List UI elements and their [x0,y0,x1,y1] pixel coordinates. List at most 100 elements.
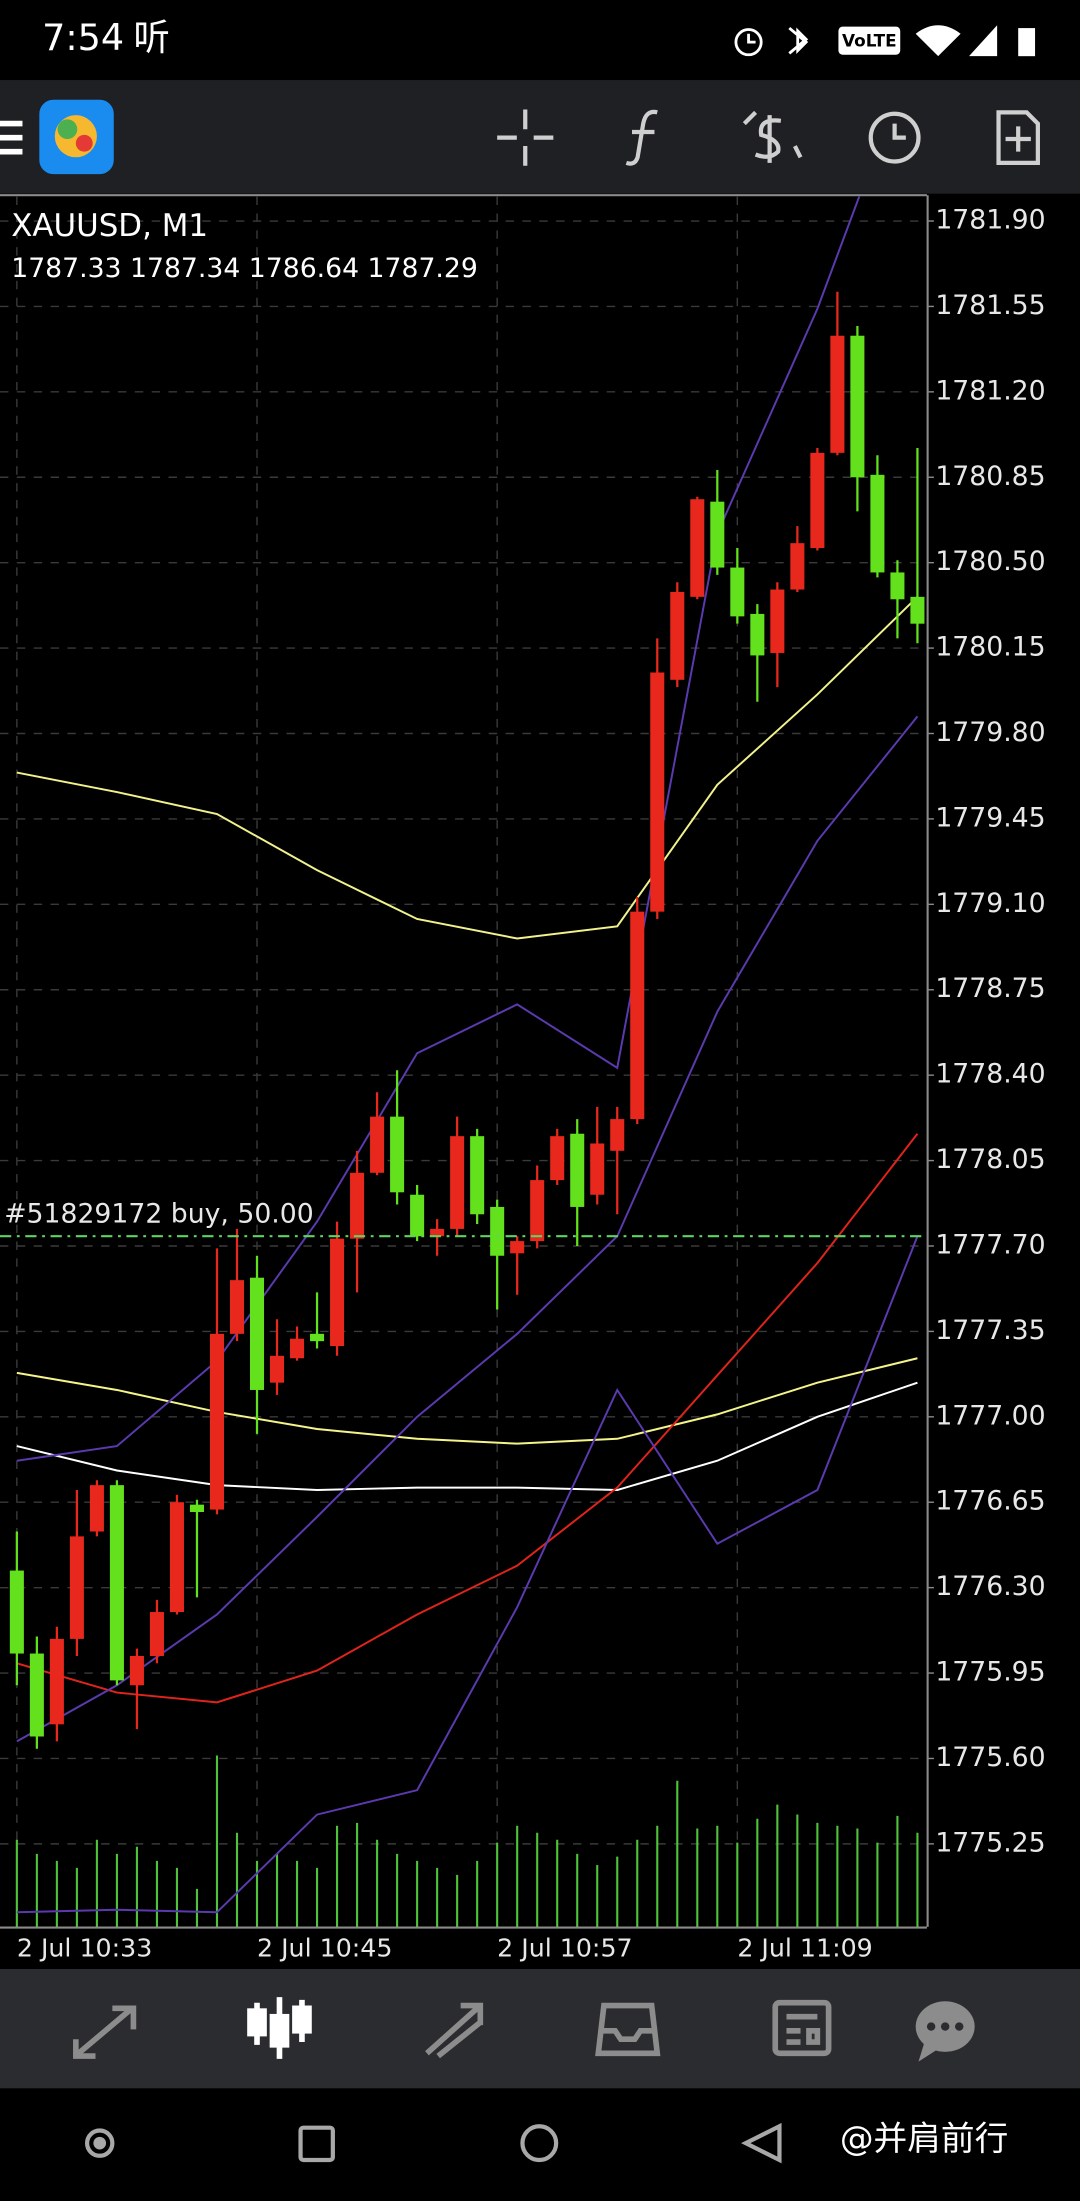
candle-body [750,613,765,656]
candle-body [690,499,705,597]
y-tick-label: 1779.10 [935,888,1045,919]
indicator-line [16,1381,918,1492]
status-text: 听 [133,16,170,59]
candle-body [430,1228,445,1237]
candle-body [710,501,725,568]
candle-body [590,1143,605,1195]
y-tick-label: 1779.80 [935,717,1045,748]
candle-body [610,1119,625,1151]
candle-body [410,1194,425,1237]
y-tick-label: 1781.55 [935,290,1045,321]
candle-body [490,1206,505,1256]
y-tick-label: 1777.00 [935,1400,1045,1431]
volte: VoLTE [842,30,897,50]
crosshair-tool[interactable] [497,109,554,166]
candle-body [310,1333,325,1342]
status-icons [734,25,1036,57]
candle-body [730,567,745,617]
y-tick-label: 1778.40 [935,1059,1045,1090]
axes: 1781.90 1781.55 1781.20 1780.85 1780.50 1780.… [4,205,1045,1963]
y-tick-label: 1780.15 [935,632,1045,663]
candle-body [109,1485,124,1681]
nav-assist[interactable] [84,2128,115,2158]
trade-tab[interactable] [425,2002,484,2059]
candle-body [89,1485,104,1532]
y-tick-label: 1780.50 [935,546,1045,577]
candle-body [810,452,825,549]
history-tab[interactable] [595,2002,661,2057]
candle-body [390,1116,405,1193]
candle-body [570,1133,585,1207]
candle-body [330,1238,345,1347]
chart-title: XAUUSD, M1 [11,208,208,244]
candle-body [770,589,785,653]
indicators-tool[interactable] [625,109,658,166]
chat-tab[interactable] [915,2001,975,2062]
y-tick-label: 1779.45 [935,802,1045,833]
plot [0,196,927,1927]
candle-body [450,1136,465,1229]
x-tick-label: 2 Jul 11:09 [737,1933,872,1962]
candle-body [189,1504,204,1512]
candle-body [870,474,885,573]
nav-back[interactable] [741,2122,782,2164]
indicator-line [16,1133,919,1704]
candle-body [470,1136,485,1215]
candle-body [29,1653,44,1737]
y-tick-label: 1776.30 [935,1571,1045,1602]
y-tick-label: 1781.20 [935,375,1045,406]
y-tick-label: 1780.85 [935,461,1045,492]
menu-button[interactable] [0,120,23,155]
candle-body [290,1338,305,1359]
y-tick-label: 1775.25 [935,1827,1045,1858]
candle-body [270,1355,285,1383]
watermark: @并肩前行 [840,2119,1008,2158]
y-tick-label: 1778.05 [935,1144,1045,1175]
candle-body [129,1655,144,1686]
news-tab[interactable] [772,1999,832,2057]
candle-body [510,1241,525,1254]
candle-body [9,1570,24,1654]
quotes-tab[interactable] [73,2005,137,2059]
candle-body [49,1638,64,1725]
candle-body [890,572,905,600]
candle-body [229,1280,245,1334]
candle-body [169,1502,184,1613]
candle-body [850,335,865,478]
chart-subtitle: 1787.33 1787.34 1786.64 1787.29 [11,253,478,284]
candle-body [910,596,925,624]
y-tick-label: 1775.95 [935,1657,1045,1688]
indicator-line [16,596,919,940]
x-tick-label: 2 Jul 10:33 [17,1933,152,1962]
new-order-tool[interactable] [996,110,1040,166]
x-tick-label: 2 Jul 10:45 [257,1933,392,1962]
order-label: #51829172 buy, 50.00 [4,1199,314,1230]
y-tick-label: 1777.35 [935,1315,1045,1346]
candle-body [550,1136,565,1181]
indicator-line [16,1235,919,1914]
y-tick-label: 1775.60 [935,1742,1045,1773]
chart-tab[interactable] [247,1997,312,2059]
candle-body [69,1536,84,1639]
y-tick-label: 1776.65 [935,1486,1045,1517]
candle-body [209,1333,225,1510]
app-icon[interactable] [39,99,114,175]
y-tick-label: 1781.90 [935,205,1045,236]
candle-body [530,1180,545,1242]
candle-body [149,1612,164,1656]
nav-recents[interactable] [298,2125,335,2163]
y-tick-label: 1778.75 [935,973,1045,1004]
candle-body [650,672,665,912]
candle-body [370,1116,385,1173]
candle-body [670,591,685,680]
x-tick-label: 2 Jul 10:57 [497,1933,632,1962]
trade-tool[interactable] [742,110,803,163]
tab-bar [0,1968,1080,2089]
candle-body [630,911,645,1120]
y-tick-label: 1777.70 [935,1229,1045,1260]
nav-home[interactable] [520,2124,559,2163]
indicator-line [16,1357,918,1445]
history-tool[interactable] [868,111,921,164]
